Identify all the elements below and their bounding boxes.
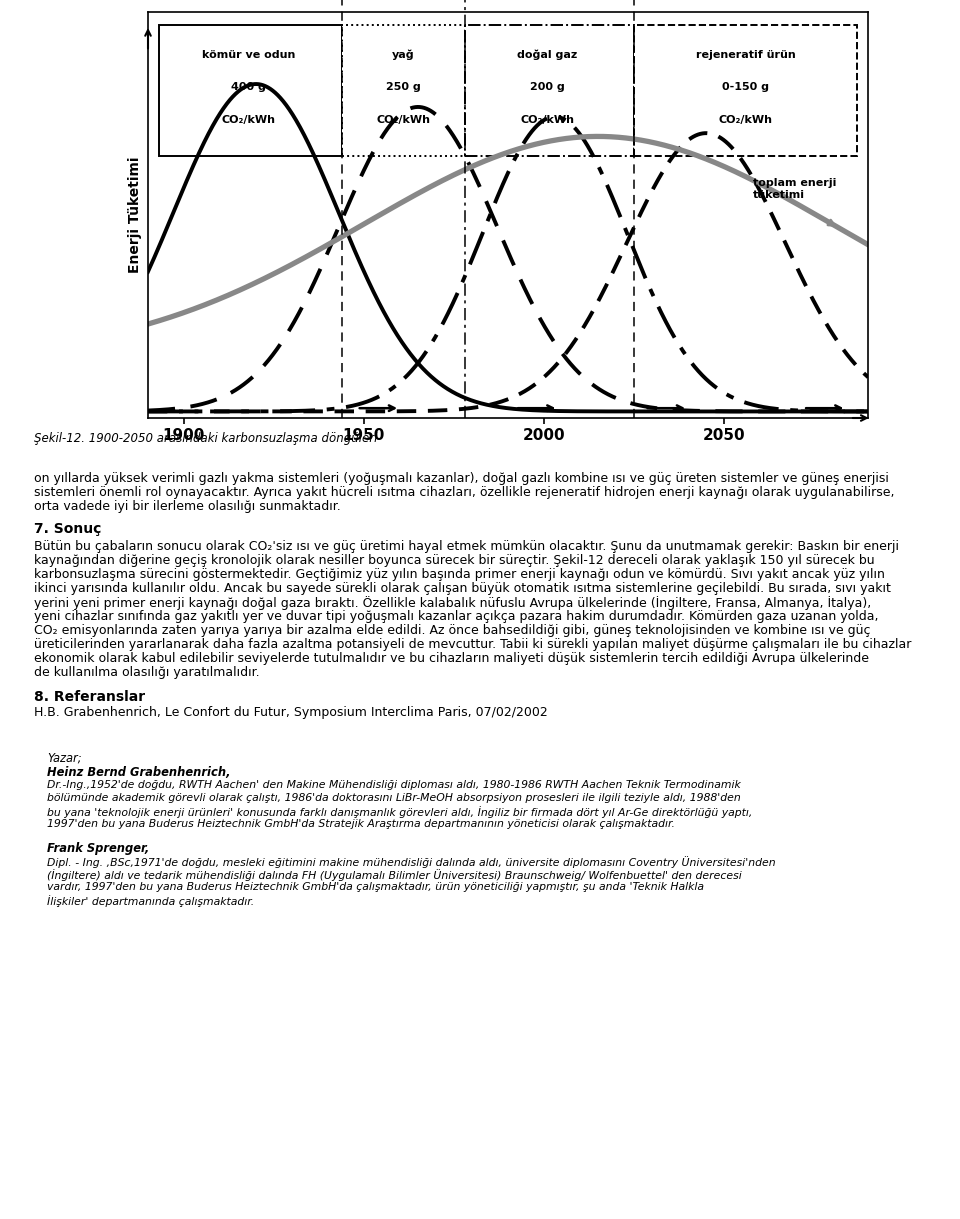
Text: doğal gaz: doğal gaz <box>517 49 578 60</box>
Text: Dr.-Ing.,1952'de doğdu, RWTH Aachen' den Makine Mühendisliği diploması aldı, 198: Dr.-Ing.,1952'de doğdu, RWTH Aachen' den… <box>47 780 741 790</box>
Text: karbonsuzlaşma sürecini göstermektedir. Geçtiğimiz yüz yılın başında primer ener: karbonsuzlaşma sürecini göstermektedir. … <box>34 568 884 581</box>
Text: 0-150 g: 0-150 g <box>722 83 769 93</box>
Text: sistemleri önemli rol oynayacaktır. Ayrıca yakıt hücreli ısıtma cihazları, özell: sistemleri önemli rol oynayacaktır. Ayrı… <box>34 486 894 499</box>
Text: 7. Sonuç: 7. Sonuç <box>34 522 101 536</box>
Text: Yazar;: Yazar; <box>47 752 82 766</box>
Text: CO₂/kWh: CO₂/kWh <box>222 115 276 126</box>
Y-axis label: Enerji Tüketimi: Enerji Tüketimi <box>129 157 142 273</box>
Text: CO₂/kWh: CO₂/kWh <box>719 115 773 126</box>
Text: ekonomik olarak kabul edilebilir seviyelerde tutulmalıdır ve bu cihazların maliy: ekonomik olarak kabul edilebilir seviyel… <box>34 652 869 666</box>
Text: 200 g: 200 g <box>530 83 565 93</box>
Text: Frank Sprenger,: Frank Sprenger, <box>47 842 149 855</box>
Text: 250 g: 250 g <box>386 83 421 93</box>
Text: Dipl. - Ing. ,BSc,1971'de doğdu, mesleki eğitimini makine mühendisliği dalında a: Dipl. - Ing. ,BSc,1971'de doğdu, mesleki… <box>47 856 776 868</box>
Text: ikinci yarısında kullanılır oldu. Ancak bu sayede sürekli olarak çalışan büyük o: ikinci yarısında kullanılır oldu. Ancak … <box>34 581 891 595</box>
Text: İlişkiler' departmanında çalışmaktadır.: İlişkiler' departmanında çalışmaktadır. <box>47 895 254 907</box>
Text: bölümünde akademik görevli olarak çalıştı, 1986'da doktorasını LiBr-MeOH absorps: bölümünde akademik görevli olarak çalışt… <box>47 794 741 803</box>
Bar <box>465 26 634 156</box>
Text: orta vadede iyi bir ilerleme olasılığı sunmaktadır.: orta vadede iyi bir ilerleme olasılığı s… <box>34 500 341 513</box>
Text: 400 g: 400 g <box>231 83 266 93</box>
Text: bu yana 'teknolojik enerji ürünleri' konusunda farklı danışmanlık görevleri aldı: bu yana 'teknolojik enerji ürünleri' kon… <box>47 806 753 818</box>
Text: yerini yeni primer enerji kaynağı doğal gaza bıraktı. Özellikle kalabalık nüfusl: yerini yeni primer enerji kaynağı doğal … <box>34 596 871 610</box>
Text: kömür ve odun: kömür ve odun <box>203 50 296 60</box>
Text: 8. Referanslar: 8. Referanslar <box>34 690 145 705</box>
Bar <box>158 26 343 156</box>
Text: üreticilerinden yararlanarak daha fazla azaltma potansiyeli de mevcuttur. Tabii : üreticilerinden yararlanarak daha fazla … <box>34 638 911 651</box>
Text: Heinz Bernd Grabenhenrich,: Heinz Bernd Grabenhenrich, <box>47 766 230 779</box>
Text: on yıllarda yüksek verimli gazlı yakma sistemleri (yoğuşmalı kazanlar), doğal ga: on yıllarda yüksek verimli gazlı yakma s… <box>34 472 888 485</box>
Text: CO₂/kWh: CO₂/kWh <box>520 115 575 126</box>
Text: yağ: yağ <box>393 49 415 60</box>
Text: CO₂ emisyonlarında zaten yarıya yarıya bir azalma elde edildi. Az önce bahsedild: CO₂ emisyonlarında zaten yarıya yarıya b… <box>34 624 870 638</box>
Text: toplam enerji
tüketimi: toplam enerji tüketimi <box>753 178 836 200</box>
Text: yeni cihazlar sınıfında gaz yakıtlı yer ve duvar tipi yoğuşmalı kazanlar açıkça : yeni cihazlar sınıfında gaz yakıtlı yer … <box>34 610 878 623</box>
Text: H.B. Grabenhenrich, Le Confort du Futur, Symposium Interclima Paris, 07/02/2002: H.B. Grabenhenrich, Le Confort du Futur,… <box>34 706 547 719</box>
Text: CO₂/kWh: CO₂/kWh <box>376 115 431 126</box>
Bar <box>634 26 857 156</box>
Bar <box>343 26 465 156</box>
Text: (İngiltere) aldı ve tedarik mühendisliği dalında FH (Uygulamalı Bilimler Ünivers: (İngiltere) aldı ve tedarik mühendisliği… <box>47 869 742 881</box>
Text: rejeneratif ürün: rejeneratif ürün <box>696 50 796 60</box>
Text: Bütün bu çabaların sonucu olarak CO₂'siz ısı ve güç üretimi hayal etmek mümkün o: Bütün bu çabaların sonucu olarak CO₂'siz… <box>34 540 899 553</box>
Text: vardır, 1997'den bu yana Buderus Heiztechnik GmbH'da çalışmaktadır, ürün yönetic: vardır, 1997'den bu yana Buderus Heiztec… <box>47 883 704 892</box>
Text: de kullanılma olasılığı yaratılmalıdır.: de kullanılma olasılığı yaratılmalıdır. <box>34 666 259 679</box>
Text: 1997'den bu yana Buderus Heiztechnik GmbH'da Stratejik Araştırma departmanının y: 1997'den bu yana Buderus Heiztechnik Gmb… <box>47 819 675 829</box>
Text: kaynağından diğerine geçiş kronolojik olarak nesiller boyunca sürecek bir süreçt: kaynağından diğerine geçiş kronolojik ol… <box>34 553 875 567</box>
Text: Şekil-12. 1900-2050 arasındaki karbonsuzlaşma döngüleri: Şekil-12. 1900-2050 arasındaki karbonsuz… <box>34 432 377 445</box>
